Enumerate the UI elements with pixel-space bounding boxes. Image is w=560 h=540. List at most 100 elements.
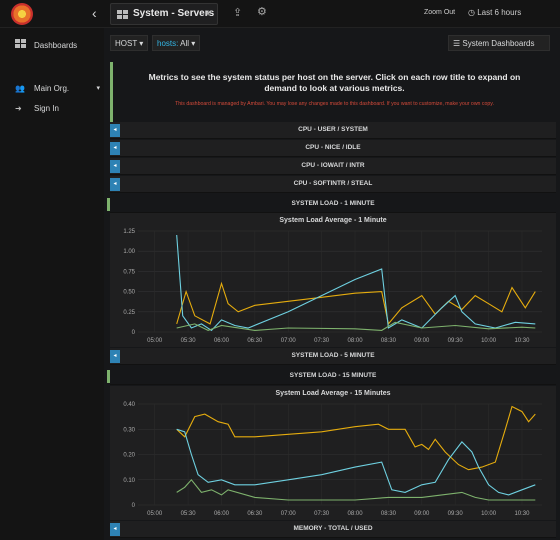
collapse-toggle-icon[interactable]: ◂: [110, 350, 120, 363]
row-open-marker: [107, 370, 110, 383]
sidebar: Dashboards 👥 Main Org. ▾ ➜ Sign In: [0, 28, 104, 540]
x-tick-label: 06:00: [214, 338, 230, 344]
y-tick-label: 1.25: [123, 229, 135, 235]
series-line-0: [176, 405, 536, 471]
clock-icon: ◷: [468, 8, 478, 17]
row-title: CPU - NICE / IDLE: [305, 144, 361, 151]
y-tick-label: 0.30: [123, 427, 135, 433]
series-line-2: [176, 478, 536, 501]
row-title: MEMORY - TOTAL / USED: [293, 525, 373, 532]
row-memory-total-used[interactable]: ◂ MEMORY - TOTAL / USED: [110, 521, 556, 538]
x-tick-label: 09:00: [414, 511, 430, 517]
collapse-toggle-icon[interactable]: ◂: [110, 142, 120, 155]
hosts-label: hosts:: [157, 39, 179, 48]
x-tick-label: 08:00: [348, 338, 364, 344]
row-title: CPU - IOWAIT / INTR: [301, 162, 365, 169]
panel-title: System Load Average - 1 Minute: [279, 217, 387, 224]
x-tick-label: 08:30: [381, 338, 397, 344]
collapse-toggle-icon[interactable]: ◂: [110, 178, 120, 191]
row-title: SYSTEM LOAD - 5 MINUTE: [291, 352, 375, 359]
row-system-load-5[interactable]: ◂ SYSTEM LOAD - 5 MINUTE: [110, 348, 556, 365]
dashboard-title: System - Servers: [133, 8, 215, 19]
row-title: SYSTEM LOAD - 1 MINUTE: [291, 200, 375, 207]
graph-panel-load-1min[interactable]: System Load Average - 1 Minute 0 0.25 0.50…: [110, 213, 556, 347]
caret-down-icon: ▾: [206, 9, 211, 18]
row-cpu-iowait-intr[interactable]: ◂ CPU - IOWAIT / INTR: [110, 158, 556, 175]
chevron-left-icon[interactable]: ‹: [92, 5, 97, 21]
sign-in-icon: ➜: [15, 104, 22, 113]
system-dashboards-label: System Dashboards: [462, 39, 535, 48]
sidebar-item-label: Main Org.: [34, 84, 70, 93]
x-tick-label: 09:00: [414, 338, 430, 344]
row-title: CPU - USER / SYSTEM: [298, 126, 368, 133]
time-picker-button[interactable]: ◷ Last 6 hours: [468, 8, 521, 17]
sidebar-item-sign-in[interactable]: ➜ Sign In: [15, 104, 59, 113]
x-tick-label: 10:00: [481, 338, 497, 344]
row-cpu-nice-idle[interactable]: ◂ CPU - NICE / IDLE: [110, 140, 556, 157]
row-system-load-1[interactable]: SYSTEM LOAD - 1 MINUTE: [107, 196, 556, 213]
host-label: HOST: [115, 39, 138, 48]
share-icon[interactable]: ⇪: [233, 7, 243, 19]
row-cpu-softintr-steal[interactable]: ◂ CPU - SOFTINTR / STEAL: [110, 176, 556, 193]
graph-panel-load-15min[interactable]: System Load Average - 15 Minutes 0 0.10 0.…: [110, 386, 556, 520]
caret-down-icon: ▾: [96, 85, 100, 92]
x-tick-label: 06:00: [214, 511, 230, 517]
series-line-2: [176, 321, 536, 331]
collapse-toggle-icon[interactable]: ◂: [110, 523, 120, 536]
x-tick-label: 05:30: [181, 511, 197, 517]
y-tick-label: 0.50: [123, 290, 135, 296]
sidebar-item-dashboards[interactable]: Dashboards: [15, 39, 77, 50]
x-tick-label: 07:30: [314, 511, 330, 517]
x-tick-label: 06:30: [247, 338, 263, 344]
x-tick-label: 10:30: [514, 511, 530, 517]
gear-icon[interactable]: ⚙: [257, 6, 267, 18]
x-tick-label: 07:30: [314, 338, 330, 344]
x-tick-label: 10:00: [481, 511, 497, 517]
host-variable-dropdown[interactable]: HOST ▾: [110, 35, 149, 51]
grid-icon: [15, 39, 26, 48]
dashboard-body: Metrics to see the system status per hos…: [104, 58, 560, 540]
graph-load-1min: 0 0.25 0.50 0.75 1.00 1.25 05:00 05:30 06:00 06:3…: [123, 229, 542, 344]
y-tick-label: 0: [132, 503, 136, 509]
dashboard-picker-button[interactable]: System - Servers ▾: [110, 3, 218, 25]
y-tick-label: 1.00: [123, 249, 135, 255]
y-tick-label: 0.20: [123, 453, 135, 459]
row-title: SYSTEM LOAD - 15 MINUTE: [289, 372, 377, 379]
zoom-out-button[interactable]: Zoom Out: [424, 9, 456, 16]
system-dashboards-link[interactable]: ☰ System Dashboards: [448, 35, 550, 51]
list-icon: ☰: [453, 39, 463, 48]
series-line-0: [176, 281, 536, 326]
series-line-1: [176, 234, 536, 332]
top-navbar: ‹ System - Servers ▾ ⇪ ⚙ Zoom Out ◷ Last…: [0, 0, 560, 28]
x-tick-label: 06:30: [247, 511, 263, 517]
x-tick-label: 09:30: [448, 338, 464, 344]
info-text-panel: Metrics to see the system status per hos…: [110, 62, 556, 124]
row-title: CPU - SOFTINTR / STEAL: [293, 180, 373, 187]
hosts-value: All: [180, 39, 190, 48]
row-cpu-user-system[interactable]: ◂ CPU - USER / SYSTEM: [110, 122, 556, 139]
info-heading: Metrics to see the system status per hos…: [148, 72, 521, 93]
grid-icon: [117, 10, 128, 19]
collapse-toggle-icon[interactable]: ◂: [110, 160, 120, 173]
time-range-label: Last 6 hours: [477, 8, 522, 17]
y-tick-label: 0.25: [123, 310, 135, 316]
sidebar-item-label: Sign In: [34, 104, 59, 113]
row-open-marker: [107, 198, 110, 211]
x-tick-label: 05:30: [181, 338, 197, 344]
collapse-toggle-icon[interactable]: ◂: [110, 124, 120, 137]
x-tick-label: 09:30: [448, 511, 464, 517]
variables-bar: HOST ▾ hosts: All ▾ ☰ System Dashboards: [104, 28, 560, 58]
sidebar-item-main-org[interactable]: 👥 Main Org. ▾: [15, 84, 100, 93]
x-tick-label: 08:00: [348, 511, 364, 517]
row-system-load-15[interactable]: SYSTEM LOAD - 15 MINUTE: [107, 368, 556, 385]
info-warning: This dashboard is managed by Ambari. You…: [175, 101, 494, 107]
x-tick-label: 08:30: [381, 511, 397, 517]
y-tick-label: 0: [132, 330, 136, 336]
x-tick-label: 05:00: [147, 338, 163, 344]
hosts-variable-dropdown[interactable]: hosts: All ▾: [152, 35, 201, 51]
panel-title: System Load Average - 15 Minutes: [275, 390, 391, 397]
sidebar-item-label: Dashboards: [34, 41, 78, 50]
grafana-logo-icon[interactable]: [11, 3, 33, 25]
y-tick-label: 0.75: [123, 269, 135, 275]
